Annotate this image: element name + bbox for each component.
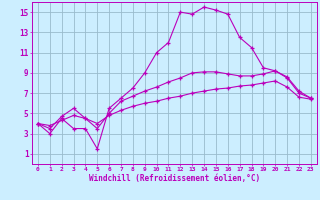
X-axis label: Windchill (Refroidissement éolien,°C): Windchill (Refroidissement éolien,°C) bbox=[89, 174, 260, 183]
